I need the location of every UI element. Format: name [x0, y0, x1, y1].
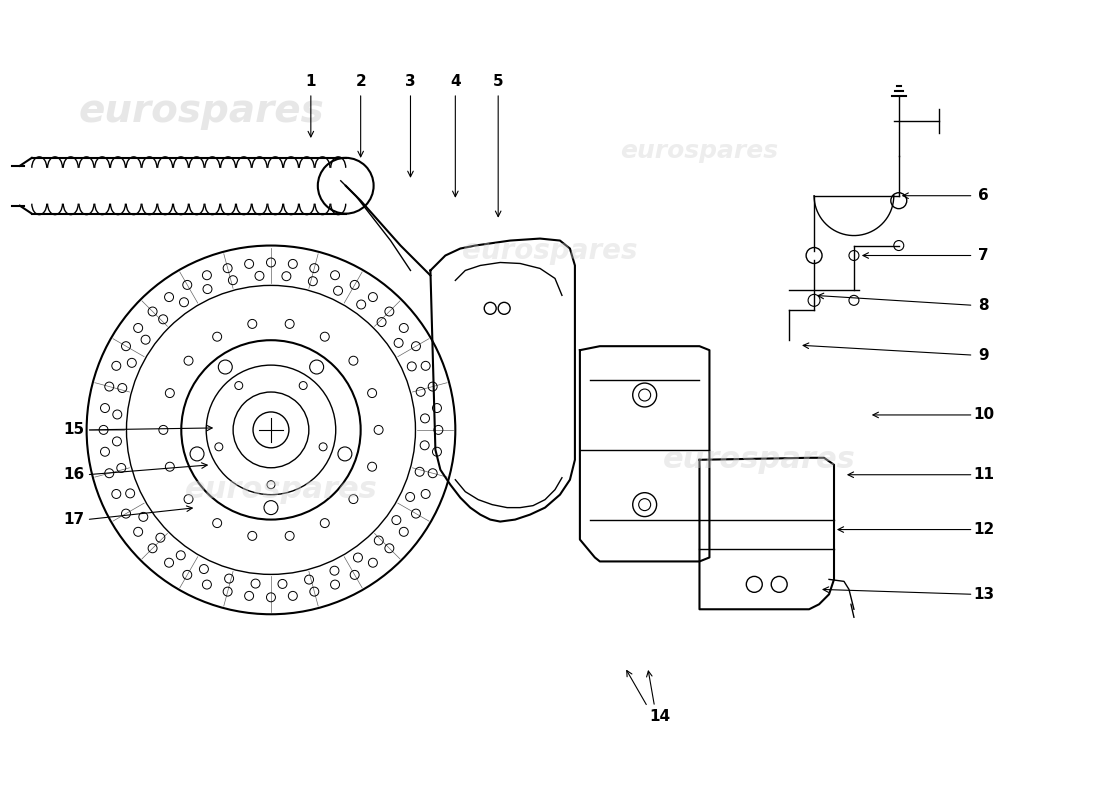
Text: 16: 16: [63, 467, 85, 482]
Text: 13: 13: [972, 587, 994, 602]
Text: 8: 8: [978, 298, 989, 313]
Text: 5: 5: [493, 74, 504, 89]
Text: 9: 9: [978, 348, 989, 362]
Text: 7: 7: [978, 248, 989, 263]
Text: 2: 2: [355, 74, 366, 89]
Text: eurospares: eurospares: [185, 475, 377, 504]
Text: 14: 14: [649, 710, 670, 724]
Text: eurospares: eurospares: [462, 237, 638, 265]
Text: 15: 15: [63, 422, 85, 438]
Text: 1: 1: [306, 74, 316, 89]
Text: 3: 3: [405, 74, 416, 89]
Text: 17: 17: [63, 512, 85, 527]
Text: eurospares: eurospares: [663, 446, 856, 474]
Text: eurospares: eurospares: [78, 92, 324, 130]
Text: 6: 6: [978, 188, 989, 203]
Text: 12: 12: [972, 522, 994, 537]
Text: 10: 10: [972, 407, 994, 422]
Text: 11: 11: [974, 467, 994, 482]
Text: eurospares: eurospares: [620, 139, 779, 163]
Text: 4: 4: [450, 74, 461, 89]
